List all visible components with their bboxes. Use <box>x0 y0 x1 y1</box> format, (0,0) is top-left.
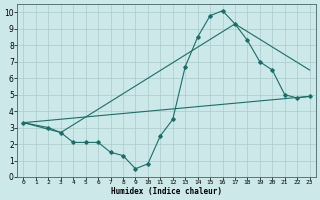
X-axis label: Humidex (Indice chaleur): Humidex (Indice chaleur) <box>111 187 222 196</box>
